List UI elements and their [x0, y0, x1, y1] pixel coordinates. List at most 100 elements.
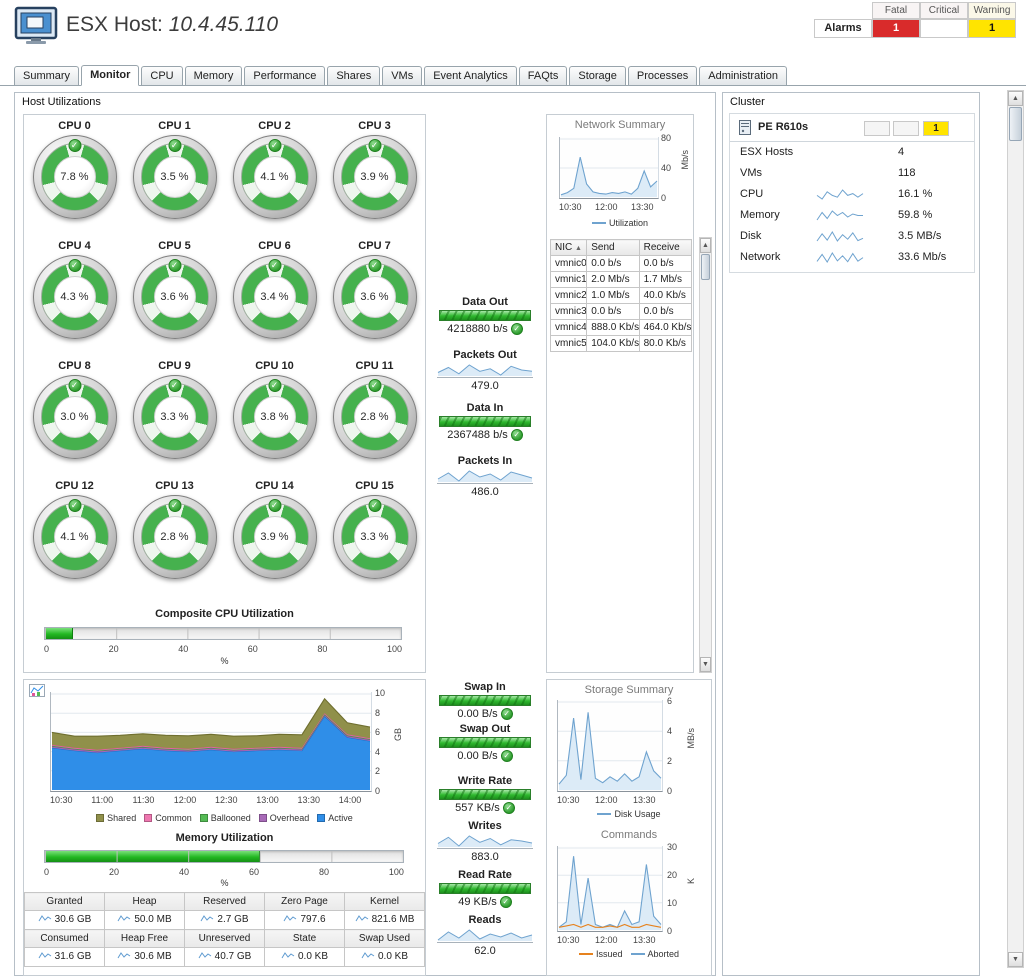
- memory-area-chart[interactable]: [50, 692, 372, 792]
- cpu-gauge-dial[interactable]: 4.1 % ✓: [232, 135, 317, 219]
- cpu-gauge-value: 3.9 %: [253, 516, 296, 558]
- scroll-up-button[interactable]: ▲: [700, 238, 711, 253]
- tab-memory[interactable]: Memory: [184, 66, 243, 85]
- metric-writes[interactable]: Writes 883.0: [431, 820, 539, 863]
- scroll-down-button[interactable]: ▼: [1008, 952, 1023, 967]
- composite-cpu-unit: %: [220, 656, 229, 666]
- cpu-gauge-dial[interactable]: 3.9 % ✓: [332, 135, 417, 219]
- sparkline-icon: [117, 914, 131, 926]
- host-panel-scrollbar[interactable]: ▲ ▼: [699, 237, 712, 673]
- memory-stats-table: Granted Heap Reserved Zero Page Kernel 30.6 G…: [24, 892, 425, 967]
- cpu-gauge-dial[interactable]: 2.8 % ✓: [332, 375, 417, 459]
- cpu-gauge-dial[interactable]: 3.8 % ✓: [232, 375, 317, 459]
- table-row[interactable]: vmnic2 1.0 Mb/s 40.0 Kb/s: [549, 287, 693, 304]
- table-row[interactable]: vmnic5 104.0 Kb/s 80.0 Kb/s: [549, 335, 693, 352]
- critical-count[interactable]: [920, 19, 968, 38]
- tab-storage[interactable]: Storage: [569, 66, 626, 85]
- nic-col-nic[interactable]: NIC ▲: [549, 239, 588, 256]
- network-utilization-chart[interactable]: [559, 137, 659, 199]
- scrollbar-track[interactable]: [1008, 142, 1023, 952]
- commands-chart[interactable]: [557, 846, 663, 932]
- warning-count[interactable]: 1: [968, 19, 1016, 38]
- tab-monitor[interactable]: Monitor: [81, 65, 140, 86]
- memory-stat-header: Swap Used: [344, 929, 425, 948]
- cpu-gauge-dial[interactable]: 3.9 % ✓: [232, 495, 317, 579]
- cpu-gauge-dial[interactable]: 4.1 % ✓: [32, 495, 117, 579]
- metric-reads[interactable]: Reads 62.0: [431, 914, 539, 957]
- tab-event-analytics[interactable]: Event Analytics: [424, 66, 517, 85]
- cluster-title: Cluster: [730, 96, 765, 108]
- cpu-gauge-value: 4.1 %: [253, 156, 296, 198]
- cluster-metric-esx-hosts[interactable]: ESX Hosts 4: [730, 142, 974, 163]
- cpu-gauge-dial[interactable]: 2.8 % ✓: [132, 495, 217, 579]
- metric-data-in[interactable]: Data In 2367488 b/s ✓: [431, 402, 539, 441]
- table-row[interactable]: vmnic0 0.0 b/s 0.0 b/s: [549, 255, 693, 272]
- tab-cpu[interactable]: CPU: [141, 66, 183, 85]
- scroll-down-button[interactable]: ▼: [700, 657, 711, 672]
- metric-label: Reads: [468, 914, 502, 926]
- cluster-item[interactable]: PE R610s 1: [730, 114, 974, 142]
- fatal-count[interactable]: [864, 121, 890, 136]
- cpu-gauge-dial[interactable]: 3.6 % ✓: [332, 255, 417, 339]
- memory-stat-header: Reserved: [184, 892, 265, 911]
- nic-table: NIC ▲ Send Receive vmnic0 0.0 b/s 0.0 b/s vmni…: [549, 239, 693, 352]
- cpu-gauge-dial[interactable]: 3.5 % ✓: [132, 135, 217, 219]
- table-row[interactable]: vmnic3 0.0 b/s 0.0 b/s: [549, 303, 693, 320]
- metric-value: 33.6 Mb/s: [898, 251, 947, 263]
- cluster-metric-network[interactable]: Network 33.6 Mb/s: [730, 247, 974, 268]
- table-row[interactable]: vmnic4 888.0 Kb/s 464.0 Kb/s: [549, 319, 693, 336]
- metric-swap-out[interactable]: Swap Out 0.00 B/s ✓: [431, 723, 539, 762]
- cpu-gauge-dial[interactable]: 3.3 % ✓: [132, 375, 217, 459]
- tab-shares[interactable]: Shares: [327, 66, 381, 85]
- cpu-gauge-dial[interactable]: 3.3 % ✓: [332, 495, 417, 579]
- tab-summary[interactable]: Summary: [14, 66, 80, 85]
- cpu-gauge-9: CPU 9 3.3 % ✓: [125, 357, 225, 477]
- cpu-gauge-value: 3.0 %: [53, 396, 96, 438]
- sort-asc-icon: ▲: [575, 245, 582, 252]
- cpu-gauge-dial[interactable]: 3.6 % ✓: [132, 255, 217, 339]
- ok-status-icon: ✓: [510, 323, 523, 335]
- metric-swap-in[interactable]: Swap In 0.00 B/s ✓: [431, 681, 539, 720]
- memory-stat-value: 797.6: [264, 910, 345, 930]
- memory-stat-value: 2.7 GB: [184, 910, 265, 930]
- disk-usage-chart[interactable]: [557, 700, 663, 792]
- critical-count[interactable]: [893, 121, 919, 136]
- fatal-count[interactable]: 1: [872, 19, 920, 38]
- cpu-gauge-dial[interactable]: 3.0 % ✓: [32, 375, 117, 459]
- scrollbar-thumb[interactable]: [1009, 107, 1022, 141]
- flow-column-bottom: Swap In 0.00 B/s ✓ Swap Out 0.00 B/s ✓ Write R…: [429, 679, 541, 969]
- cpu-gauge-dial[interactable]: 4.3 % ✓: [32, 255, 117, 339]
- metric-value: 0.00 B/s: [457, 750, 498, 762]
- memory-stat-value: 0.0 KB: [264, 947, 345, 967]
- cluster-metric-vms[interactable]: VMs 118: [730, 163, 974, 184]
- metric-write-rate[interactable]: Write Rate 557 KB/s ✓: [431, 775, 539, 814]
- cpu-gauge-dial[interactable]: 3.4 % ✓: [232, 255, 317, 339]
- tab-administration[interactable]: Administration: [699, 66, 787, 85]
- ok-status-icon: ✓: [68, 259, 81, 272]
- cluster-name[interactable]: PE R610s: [758, 121, 809, 133]
- tab-faqts[interactable]: FAQts: [518, 66, 568, 85]
- metric-packets-out[interactable]: Packets Out 479.0: [431, 349, 539, 392]
- tab-processes[interactable]: Processes: [627, 66, 698, 85]
- warning-count[interactable]: 1: [923, 121, 949, 136]
- host-address: 10.4.45.110: [168, 13, 279, 36]
- tab-vms[interactable]: VMs: [382, 66, 423, 85]
- ok-status-icon: ✓: [502, 802, 515, 814]
- table-row[interactable]: vmnic1 2.0 Mb/s 1.7 Mb/s: [549, 271, 693, 288]
- ok-status-icon: ✓: [268, 379, 281, 392]
- nic-col-receive[interactable]: Receive: [638, 239, 693, 256]
- metric-read-rate[interactable]: Read Rate 49 KB/s ✓: [431, 869, 539, 908]
- scrollbar-track[interactable]: [700, 281, 711, 657]
- page-scrollbar[interactable]: ▲ ▼: [1007, 90, 1024, 968]
- cluster-metric-cpu[interactable]: CPU 16.1 %: [730, 184, 974, 205]
- scrollbar-thumb[interactable]: [701, 254, 710, 280]
- cluster-metric-disk[interactable]: Disk 3.5 MB/s: [730, 226, 974, 247]
- scroll-up-button[interactable]: ▲: [1008, 91, 1023, 106]
- metric-data-out[interactable]: Data Out 4218880 b/s ✓: [431, 296, 539, 335]
- nic-col-send[interactable]: Send: [586, 239, 640, 256]
- cpu-gauge-dial[interactable]: 7.8 % ✓: [32, 135, 117, 219]
- network-summary-panel: Network Summary 80 40 0 Mb/s 10:30 12:00 13:…: [546, 114, 694, 673]
- cluster-metric-memory[interactable]: Memory 59.8 %: [730, 205, 974, 226]
- metric-packets-in[interactable]: Packets In 486.0: [431, 455, 539, 498]
- tab-performance[interactable]: Performance: [244, 66, 326, 85]
